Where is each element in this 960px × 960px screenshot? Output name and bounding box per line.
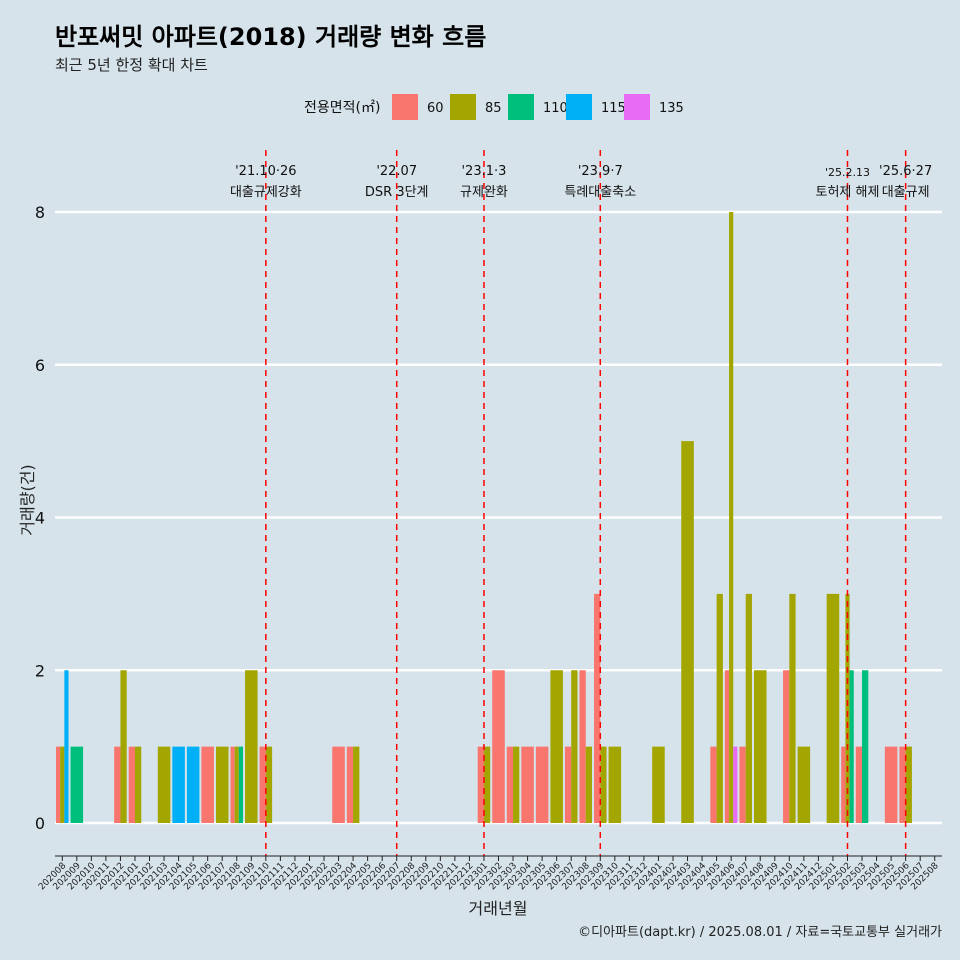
bar [56, 746, 61, 823]
event-label: 특례대출축소 [564, 185, 636, 200]
bar [245, 670, 258, 823]
bar [845, 593, 850, 823]
legend-swatch [450, 94, 476, 120]
legend-label: 135 [659, 101, 684, 116]
legend-label: 60 [427, 101, 444, 116]
bar [600, 746, 607, 823]
y-axis-ticks: 0 2 4 6 8 [35, 203, 45, 833]
chart-title: 반포써밋 아파트(2018) 거래량 변화 흐름 [55, 23, 486, 51]
bar [783, 670, 790, 823]
y-tick-label: 2 [35, 661, 45, 680]
legend-label: 110 [543, 101, 568, 116]
y-tick-label: 4 [35, 509, 45, 528]
bar [724, 670, 730, 823]
chart-subtitle: 최근 5년 한정 확대 차트 [55, 56, 208, 74]
bar [681, 441, 694, 823]
bar [855, 746, 863, 823]
y-tick-label: 8 [35, 203, 45, 222]
bar [157, 746, 171, 823]
bar [234, 746, 239, 823]
bar [332, 746, 345, 823]
event-date-label: '23.1·3 [461, 164, 506, 179]
bar [215, 746, 229, 823]
legend-label: 115 [601, 101, 626, 116]
bar [729, 212, 734, 823]
event-label: 규제완화 [460, 185, 508, 200]
y-axis-title: 거래량(건) [18, 464, 37, 535]
bar [346, 746, 354, 823]
bar [70, 746, 84, 823]
bar [513, 746, 520, 823]
bar [571, 670, 578, 823]
bar [585, 746, 593, 823]
legend-swatch [508, 94, 534, 120]
bar [745, 593, 752, 823]
bar [753, 670, 767, 823]
bar [134, 746, 142, 823]
bar [797, 746, 811, 823]
event-label: 대출규제 [882, 185, 930, 200]
bar [739, 746, 746, 823]
bar [550, 670, 563, 823]
bar [120, 670, 127, 823]
legend-title: 전용면적(㎡) [304, 100, 380, 116]
bar [238, 746, 244, 823]
bar [716, 593, 723, 823]
bar [594, 593, 601, 823]
event-date-label: '22.07 [376, 164, 417, 179]
bar [710, 746, 717, 823]
bar [789, 593, 796, 823]
bar [535, 746, 549, 823]
y-tick-label: 0 [35, 814, 45, 833]
x-axis: 2020082020092020102020112020122021012021… [37, 855, 942, 892]
legend-swatch [624, 94, 650, 120]
bar [201, 746, 214, 823]
bars [56, 212, 912, 823]
event-date-label: '21.10·26 [235, 164, 296, 179]
bar [492, 670, 505, 823]
bar [114, 746, 121, 823]
legend-label: 85 [485, 101, 502, 116]
bar [353, 746, 360, 823]
bar [579, 670, 586, 823]
y-tick-label: 6 [35, 356, 45, 375]
bar [477, 746, 484, 823]
bar [506, 746, 514, 823]
bar [905, 746, 912, 823]
bar [862, 670, 869, 823]
bar [230, 746, 235, 823]
x-axis-title: 거래년월 [469, 899, 528, 918]
event-label: 대출규제강화 [230, 185, 302, 200]
bar [841, 746, 846, 823]
legend-swatch [566, 94, 592, 120]
bar [608, 746, 622, 823]
bar [259, 746, 266, 823]
legend-swatch [392, 94, 418, 120]
caption: ©디아파트(dapt.kr) / 2025.08.01 / 자료=국토교통부 실… [578, 925, 942, 940]
bar [849, 670, 854, 823]
bar [128, 746, 135, 823]
bar [564, 746, 572, 823]
bar [826, 593, 840, 823]
event-label: 토허제 해제 [816, 185, 880, 200]
bar [172, 746, 185, 823]
event-date-label: '23.9·7 [578, 164, 623, 179]
event-label: DSR 3단계 [365, 185, 429, 200]
bar [652, 746, 665, 823]
legend: 전용면적(㎡) 60 85 110 115 135 [304, 94, 684, 120]
bar [733, 746, 738, 823]
bar [899, 746, 906, 823]
bar [265, 746, 273, 823]
bar [60, 746, 65, 823]
bar [884, 746, 898, 823]
event-date-label: '25.6·27 [879, 164, 932, 179]
bar [521, 746, 534, 823]
event-date-label: '25.2.13 [825, 166, 870, 179]
bar [483, 746, 491, 823]
bar [64, 670, 69, 823]
event-lines: '21.10·26 대출규제강화 '22.07 DSR 3단계 '23.1·3 규제완화 '… [230, 150, 932, 856]
bar [186, 746, 200, 823]
